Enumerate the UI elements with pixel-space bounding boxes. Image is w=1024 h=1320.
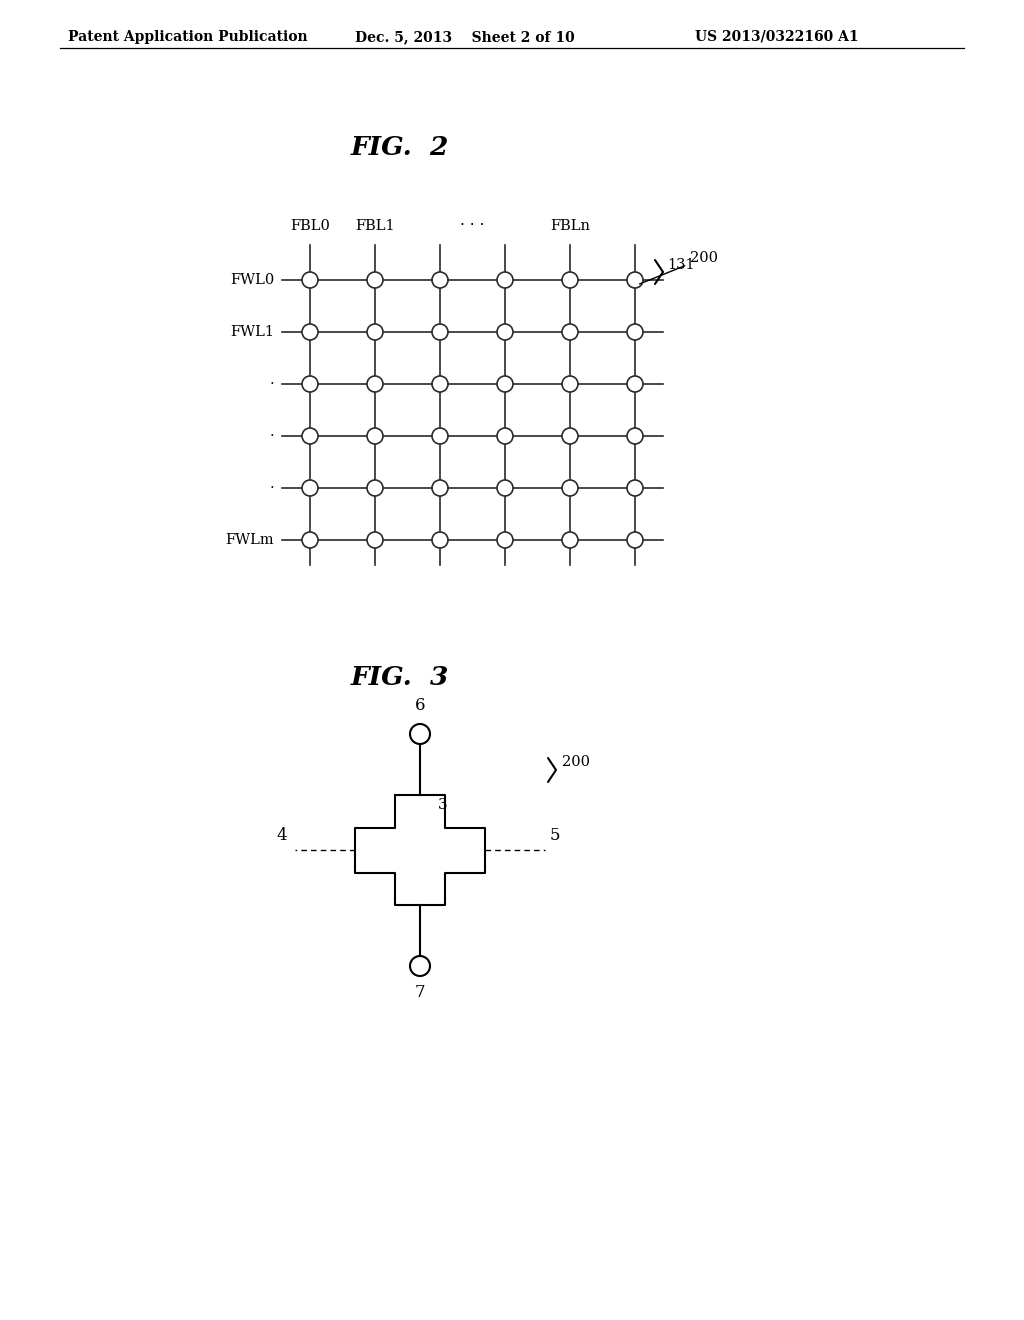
Circle shape	[497, 532, 513, 548]
Circle shape	[302, 532, 318, 548]
Circle shape	[367, 376, 383, 392]
Text: US 2013/0322160 A1: US 2013/0322160 A1	[695, 30, 859, 44]
Text: FBL0: FBL0	[290, 219, 330, 234]
Text: Dec. 5, 2013    Sheet 2 of 10: Dec. 5, 2013 Sheet 2 of 10	[355, 30, 574, 44]
Circle shape	[432, 428, 449, 444]
Text: FBLn: FBLn	[550, 219, 590, 234]
Circle shape	[497, 323, 513, 341]
Circle shape	[562, 480, 578, 496]
Circle shape	[562, 323, 578, 341]
Text: 200: 200	[562, 755, 590, 770]
Circle shape	[432, 376, 449, 392]
Circle shape	[497, 272, 513, 288]
Circle shape	[562, 376, 578, 392]
Circle shape	[497, 428, 513, 444]
Circle shape	[627, 272, 643, 288]
Circle shape	[367, 532, 383, 548]
Circle shape	[562, 428, 578, 444]
Circle shape	[367, 480, 383, 496]
Polygon shape	[355, 795, 485, 906]
Text: 6: 6	[415, 697, 425, 714]
Text: FWLm: FWLm	[225, 533, 274, 546]
Circle shape	[627, 428, 643, 444]
Text: ·: ·	[269, 378, 274, 391]
Text: FIG.  2: FIG. 2	[351, 135, 450, 160]
Circle shape	[302, 272, 318, 288]
Circle shape	[302, 428, 318, 444]
Circle shape	[410, 956, 430, 975]
Text: FIG.  3: FIG. 3	[351, 665, 450, 690]
Text: ·: ·	[269, 429, 274, 444]
Circle shape	[302, 323, 318, 341]
Text: 131: 131	[667, 257, 694, 272]
Text: FWL0: FWL0	[229, 273, 274, 286]
Circle shape	[367, 323, 383, 341]
Text: 200: 200	[640, 251, 718, 284]
Circle shape	[302, 480, 318, 496]
Circle shape	[432, 272, 449, 288]
Circle shape	[627, 532, 643, 548]
Circle shape	[410, 723, 430, 744]
Text: ·: ·	[269, 480, 274, 495]
Text: 7: 7	[415, 983, 425, 1001]
Circle shape	[562, 532, 578, 548]
Circle shape	[432, 323, 449, 341]
Circle shape	[562, 272, 578, 288]
Circle shape	[367, 428, 383, 444]
Text: Patent Application Publication: Patent Application Publication	[68, 30, 307, 44]
Text: FBL1: FBL1	[355, 219, 395, 234]
Circle shape	[432, 480, 449, 496]
Circle shape	[432, 532, 449, 548]
Circle shape	[627, 376, 643, 392]
Circle shape	[627, 323, 643, 341]
Text: 3: 3	[438, 799, 447, 812]
Circle shape	[497, 376, 513, 392]
Circle shape	[367, 272, 383, 288]
Circle shape	[302, 376, 318, 392]
Text: 4: 4	[276, 828, 287, 843]
Text: 5: 5	[550, 828, 560, 843]
Circle shape	[627, 480, 643, 496]
Circle shape	[497, 480, 513, 496]
Text: · · ·: · · ·	[461, 218, 484, 234]
Text: FWL1: FWL1	[230, 325, 274, 339]
